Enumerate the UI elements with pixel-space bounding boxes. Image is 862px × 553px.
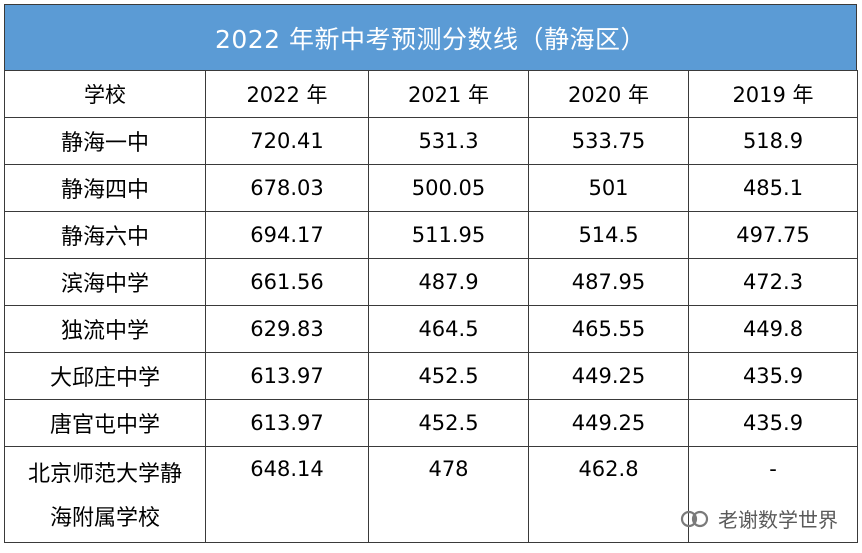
- score-2021: 500.05: [368, 164, 529, 212]
- score-2021: 452.5: [368, 352, 529, 400]
- score-2019: 497.75: [688, 211, 858, 259]
- score-2019: 435.9: [688, 399, 858, 447]
- header-row: 学校 2022 年 2021 年 2020 年 2019 年: [4, 70, 858, 118]
- score-2021: 511.95: [368, 211, 529, 259]
- score-2021: 531.3: [368, 117, 529, 165]
- score-table: 学校 2022 年 2021 年 2020 年 2019 年 静海一中 720.…: [4, 70, 858, 543]
- score-2020: 514.5: [528, 211, 689, 259]
- score-table-container: 2022 年新中考预测分数线（静海区） 学校 2022 年 2021 年 202…: [4, 4, 858, 543]
- column-header-2020: 2020 年: [528, 70, 689, 118]
- score-2019: -: [688, 446, 858, 543]
- school-name: 唐官屯中学: [4, 399, 206, 447]
- table-row: 大邱庄中学 613.97 452.5 449.25 435.9: [4, 352, 858, 400]
- score-2021: 478: [368, 446, 529, 543]
- table-row: 静海四中 678.03 500.05 501 485.1: [4, 164, 858, 212]
- score-2022: 648.14: [205, 446, 369, 543]
- score-2019: 472.3: [688, 258, 858, 306]
- score-2021: 452.5: [368, 399, 529, 447]
- score-2021: 487.9: [368, 258, 529, 306]
- table-title: 2022 年新中考预测分数线（静海区）: [4, 4, 857, 70]
- school-name: 静海四中: [4, 164, 206, 212]
- school-name-line-1: 北京师范大学静: [27, 462, 182, 487]
- watermark-text: 老谢数学世界: [718, 508, 838, 532]
- school-name: 滨海中学: [4, 258, 206, 306]
- score-2020: 449.25: [528, 352, 689, 400]
- watermark: 老谢数学世界: [680, 504, 838, 533]
- table-row: 静海六中 694.17 511.95 514.5 497.75: [4, 211, 858, 259]
- score-2019: 485.1: [688, 164, 858, 212]
- score-2019: 518.9: [688, 117, 858, 165]
- school-name-line-2: 海附属学校: [49, 506, 160, 531]
- score-2022: 694.17: [205, 211, 369, 259]
- school-name: 独流中学: [4, 305, 206, 353]
- column-header-2021: 2021 年: [368, 70, 529, 118]
- table-row: 唐官屯中学 613.97 452.5 449.25 435.9: [4, 399, 858, 447]
- score-2022: 678.03: [205, 164, 369, 212]
- table-row: 滨海中学 661.56 487.9 487.95 472.3: [4, 258, 858, 306]
- score-2022: 613.97: [205, 399, 369, 447]
- score-2020: 449.25: [528, 399, 689, 447]
- table-row: 静海一中 720.41 531.3 533.75 518.9: [4, 117, 858, 165]
- school-name: 大邱庄中学: [4, 352, 206, 400]
- score-2022: 661.56: [205, 258, 369, 306]
- school-name: 北京师范大学静 海附属学校: [4, 446, 206, 543]
- column-header-2019: 2019 年: [688, 70, 858, 118]
- score-2019: 449.8: [688, 305, 858, 353]
- score-2020: 462.8: [528, 446, 689, 543]
- column-header-school: 学校: [4, 70, 206, 118]
- score-2020: 533.75: [528, 117, 689, 165]
- score-2020: 487.95: [528, 258, 689, 306]
- score-2022: 629.83: [205, 305, 369, 353]
- school-name: 静海六中: [4, 211, 206, 259]
- score-2019: 435.9: [688, 352, 858, 400]
- school-name: 静海一中: [4, 117, 206, 165]
- wechat-official-account-icon: [680, 510, 709, 527]
- score-2020: 501: [528, 164, 689, 212]
- score-2021: 464.5: [368, 305, 529, 353]
- table-row: 独流中学 629.83 464.5 465.55 449.8: [4, 305, 858, 353]
- score-2022: 613.97: [205, 352, 369, 400]
- column-header-2022: 2022 年: [205, 70, 369, 118]
- table-row: 北京师范大学静 海附属学校 648.14 478 462.8 -: [4, 446, 858, 543]
- score-2022: 720.41: [205, 117, 369, 165]
- score-2020: 465.55: [528, 305, 689, 353]
